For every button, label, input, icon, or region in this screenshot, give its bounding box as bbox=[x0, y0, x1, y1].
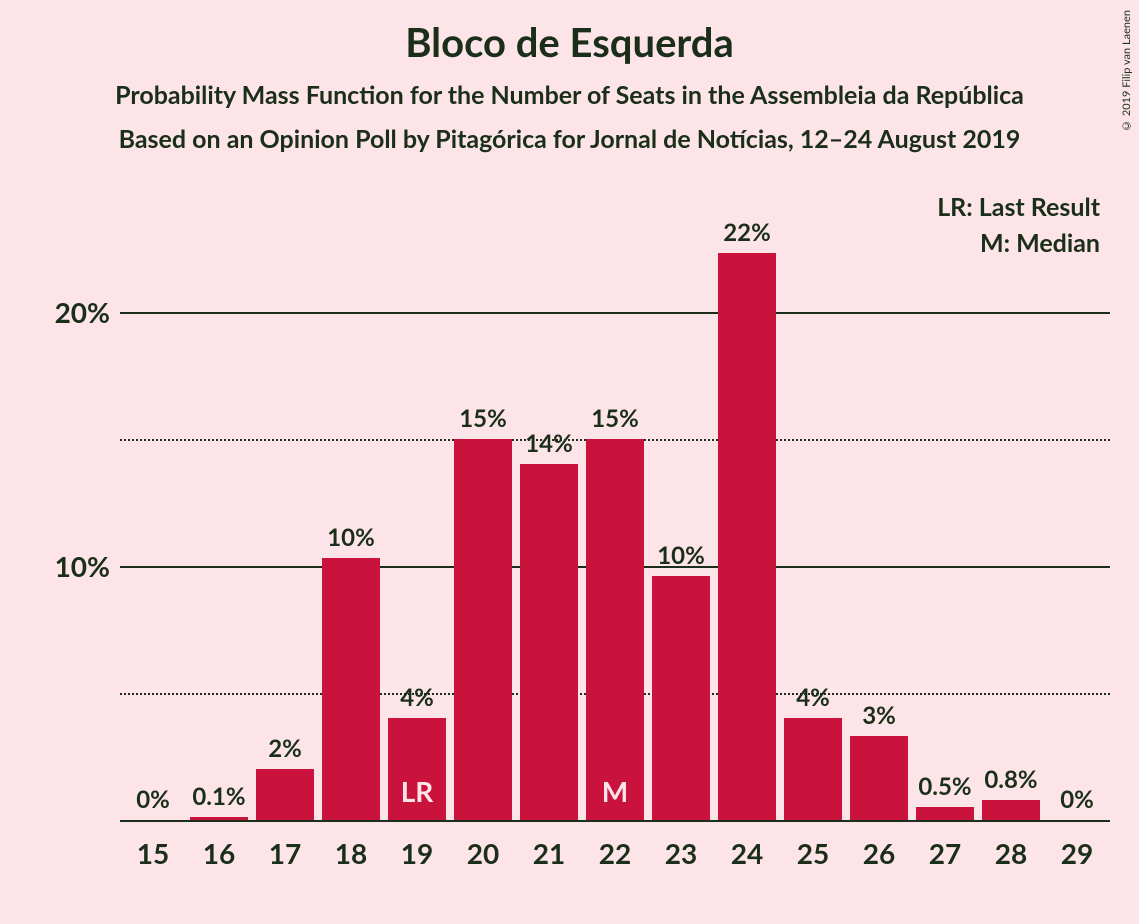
x-axis-label: 27 bbox=[929, 836, 961, 870]
x-axis-label: 15 bbox=[137, 836, 169, 870]
x-axis-label: 18 bbox=[335, 836, 367, 870]
bar bbox=[322, 558, 380, 820]
bar-value-label: 0.5% bbox=[918, 772, 971, 801]
chart-subtitle-1: Probability Mass Function for the Number… bbox=[0, 66, 1139, 110]
x-axis-label: 21 bbox=[533, 836, 565, 870]
x-axis-label: 16 bbox=[203, 836, 235, 870]
x-axis-label: 28 bbox=[995, 836, 1027, 870]
bar bbox=[454, 439, 512, 820]
x-axis-label: 26 bbox=[863, 836, 895, 870]
bar-chart: 10%20%0%150.1%162%1710%184%LR1915%2014%2… bbox=[120, 210, 1110, 820]
x-axis-label: 17 bbox=[269, 836, 301, 870]
bar-value-label: 2% bbox=[268, 734, 302, 763]
bar bbox=[256, 769, 314, 820]
x-axis-label: 23 bbox=[665, 836, 697, 870]
x-axis-label: 24 bbox=[731, 836, 763, 870]
bar bbox=[652, 576, 710, 820]
x-axis-label: 25 bbox=[797, 836, 829, 870]
x-axis-label: 29 bbox=[1061, 836, 1093, 870]
bar bbox=[916, 807, 974, 820]
bar-value-label: 0% bbox=[1060, 785, 1094, 814]
x-axis-label: 22 bbox=[599, 836, 631, 870]
bar-inner-label: LR bbox=[401, 774, 434, 808]
y-axis-label: 20% bbox=[55, 295, 110, 329]
bar bbox=[982, 800, 1040, 820]
bar bbox=[190, 817, 248, 820]
bar bbox=[718, 253, 776, 820]
bar-value-label: 14% bbox=[525, 429, 573, 458]
bar-value-label: 0.8% bbox=[984, 765, 1037, 794]
bar bbox=[784, 718, 842, 820]
bar-value-label: 15% bbox=[459, 404, 507, 433]
chart-plot-area: LR: Last Result M: Median 10%20%0%150.1%… bbox=[120, 210, 1110, 820]
y-axis-label: 10% bbox=[55, 549, 110, 583]
bar-value-label: 10% bbox=[327, 523, 375, 552]
copyright-text: © 2019 Filip van Laenen bbox=[1120, 10, 1133, 132]
bar bbox=[850, 736, 908, 820]
x-axis-label: 20 bbox=[467, 836, 499, 870]
bar-value-label: 0.1% bbox=[192, 782, 245, 811]
bar-value-label: 0% bbox=[136, 785, 170, 814]
bar-value-label: 15% bbox=[591, 404, 639, 433]
chart-title: Bloco de Esquerda bbox=[0, 0, 1139, 66]
chart-subtitle-2: Based on an Opinion Poll by Pitagórica f… bbox=[0, 110, 1139, 154]
bar-value-label: 10% bbox=[657, 541, 705, 570]
gridline-solid bbox=[120, 312, 1110, 314]
bar-value-label: 4% bbox=[796, 683, 830, 712]
bar-value-label: 22% bbox=[723, 218, 771, 247]
bar-inner-label: M bbox=[602, 774, 628, 808]
bar bbox=[520, 464, 578, 820]
bar-value-label: 3% bbox=[862, 701, 896, 730]
x-axis-baseline bbox=[120, 820, 1110, 822]
bar-value-label: 4% bbox=[400, 683, 434, 712]
bar bbox=[586, 439, 644, 820]
x-axis-label: 19 bbox=[401, 836, 433, 870]
